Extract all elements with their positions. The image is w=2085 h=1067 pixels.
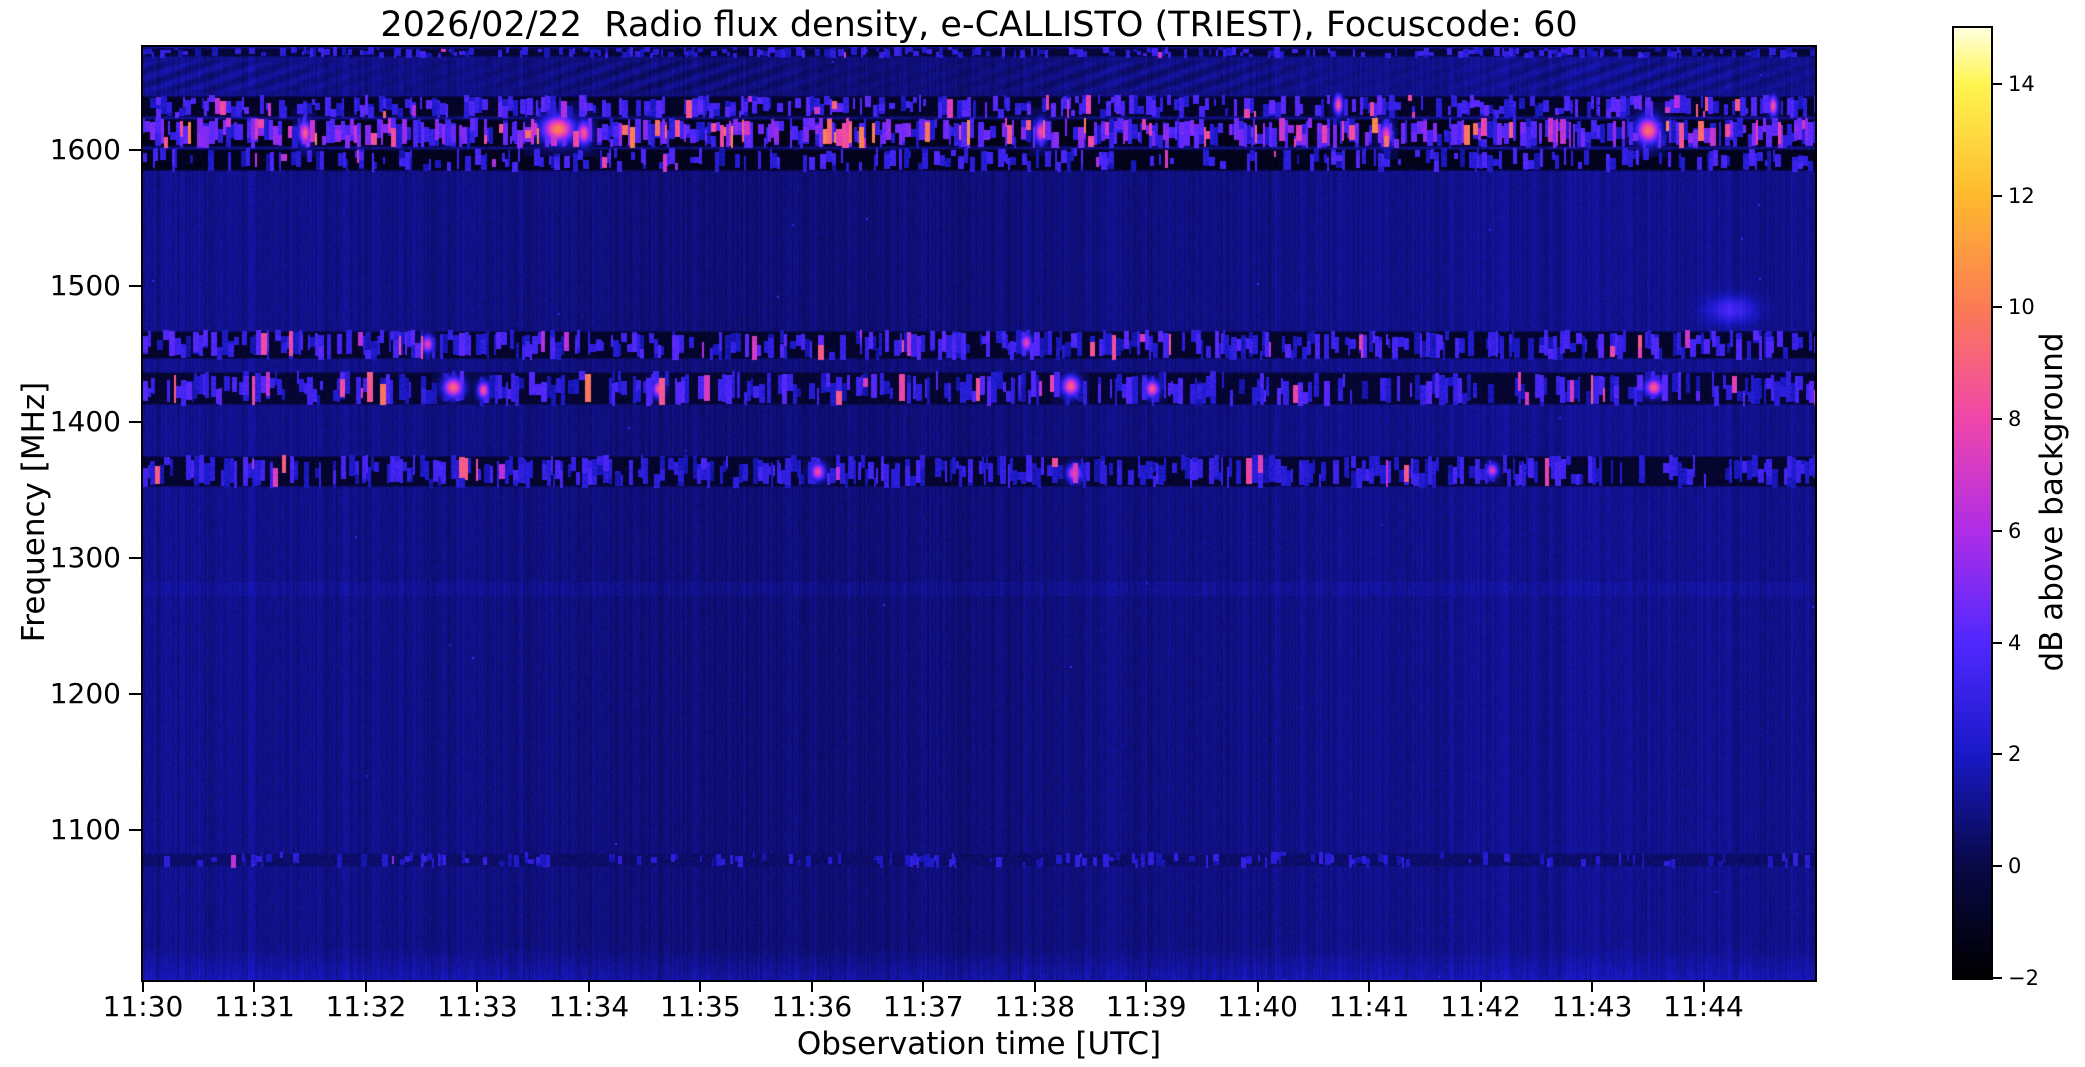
y-tick-label: 1500 xyxy=(49,269,121,303)
colorbar-tick-mark xyxy=(1993,753,2002,756)
colorbar xyxy=(1952,26,1993,980)
x-tick-mark xyxy=(1033,980,1036,992)
colorbar-tick-label: 2 xyxy=(2008,742,2022,767)
x-tick-label: 11:31 xyxy=(214,990,295,1023)
colorbar-tick-label: 14 xyxy=(2008,71,2035,96)
y-axis-label-text: Frequency [MHz] xyxy=(16,381,52,643)
x-tick-mark xyxy=(587,980,590,992)
x-tick-label: 11:41 xyxy=(1328,990,1410,1023)
x-tick-label: 11:36 xyxy=(771,990,853,1023)
colorbar-tick-label: 10 xyxy=(2008,295,2035,320)
colorbar-tick-label: −2 xyxy=(2008,966,2039,990)
colorbar-tick-mark xyxy=(1993,529,2002,532)
colorbar-label-text: dB above background xyxy=(2034,332,2070,672)
x-tick-mark xyxy=(364,980,367,992)
x-tick-mark xyxy=(142,980,144,992)
y-tick-label: 1600 xyxy=(49,133,121,167)
spectrogram-plot xyxy=(141,45,1817,982)
spectrogram-canvas xyxy=(143,47,1815,980)
colorbar-tick-label: 12 xyxy=(2008,183,2035,208)
y-tick-label: 1300 xyxy=(49,541,121,575)
x-axis-label: Observation time [UTC] xyxy=(796,1026,1162,1062)
y-tick-label: 1100 xyxy=(49,813,121,847)
y-tick-mark xyxy=(129,149,141,152)
colorbar-tick-label: 6 xyxy=(2008,518,2022,543)
y-tick-label: 1200 xyxy=(49,677,121,711)
x-tick-label: 11:40 xyxy=(1217,990,1298,1023)
colorbar-tick-mark xyxy=(1993,977,2002,979)
chart-title: 2026/02/22 Radio flux density, e-CALLIST… xyxy=(380,5,1578,45)
x-tick-label: 11:32 xyxy=(325,990,407,1023)
y-tick-mark xyxy=(129,557,141,560)
x-tick-label: 11:37 xyxy=(882,990,964,1023)
x-tick-mark xyxy=(1591,980,1594,992)
y-tick-mark xyxy=(129,421,141,424)
x-tick-label: 11:33 xyxy=(437,990,518,1023)
colorbar-tick-mark xyxy=(1993,865,2002,868)
y-tick-label: 1400 xyxy=(49,405,121,439)
x-tick-mark xyxy=(476,980,479,992)
x-tick-mark xyxy=(1256,980,1259,992)
x-tick-label: 11:35 xyxy=(659,990,741,1023)
x-tick-mark xyxy=(699,980,702,992)
colorbar-tick-label: 4 xyxy=(2008,630,2022,655)
colorbar-gradient xyxy=(1954,28,1991,978)
x-tick-label: 11:43 xyxy=(1551,990,1633,1023)
x-tick-mark xyxy=(1702,980,1705,992)
colorbar-tick-label: 8 xyxy=(2008,407,2022,432)
x-tick-mark xyxy=(1145,980,1148,992)
x-tick-mark xyxy=(922,980,925,992)
x-tick-mark xyxy=(1368,980,1371,992)
colorbar-tick-mark xyxy=(1993,418,2002,421)
x-tick-label: 11:42 xyxy=(1440,990,1521,1023)
x-tick-mark xyxy=(253,980,256,992)
colorbar-tick-label: 0 xyxy=(2008,854,2022,879)
x-tick-label: 11:39 xyxy=(1105,990,1187,1023)
y-tick-mark xyxy=(129,693,141,696)
x-tick-label: 11:38 xyxy=(994,990,1076,1023)
colorbar-tick-mark xyxy=(1993,306,2002,309)
colorbar-tick-mark xyxy=(1993,194,2002,197)
y-tick-mark xyxy=(129,285,141,288)
colorbar-tick-mark xyxy=(1993,641,2002,644)
colorbar-tick-mark xyxy=(1993,82,2002,85)
x-tick-label: 11:44 xyxy=(1663,990,1744,1023)
x-tick-label: 11:30 xyxy=(102,990,184,1023)
x-tick-label: 11:34 xyxy=(548,990,630,1023)
y-tick-mark xyxy=(129,829,141,832)
x-tick-mark xyxy=(1479,980,1482,992)
x-tick-mark xyxy=(810,980,813,992)
